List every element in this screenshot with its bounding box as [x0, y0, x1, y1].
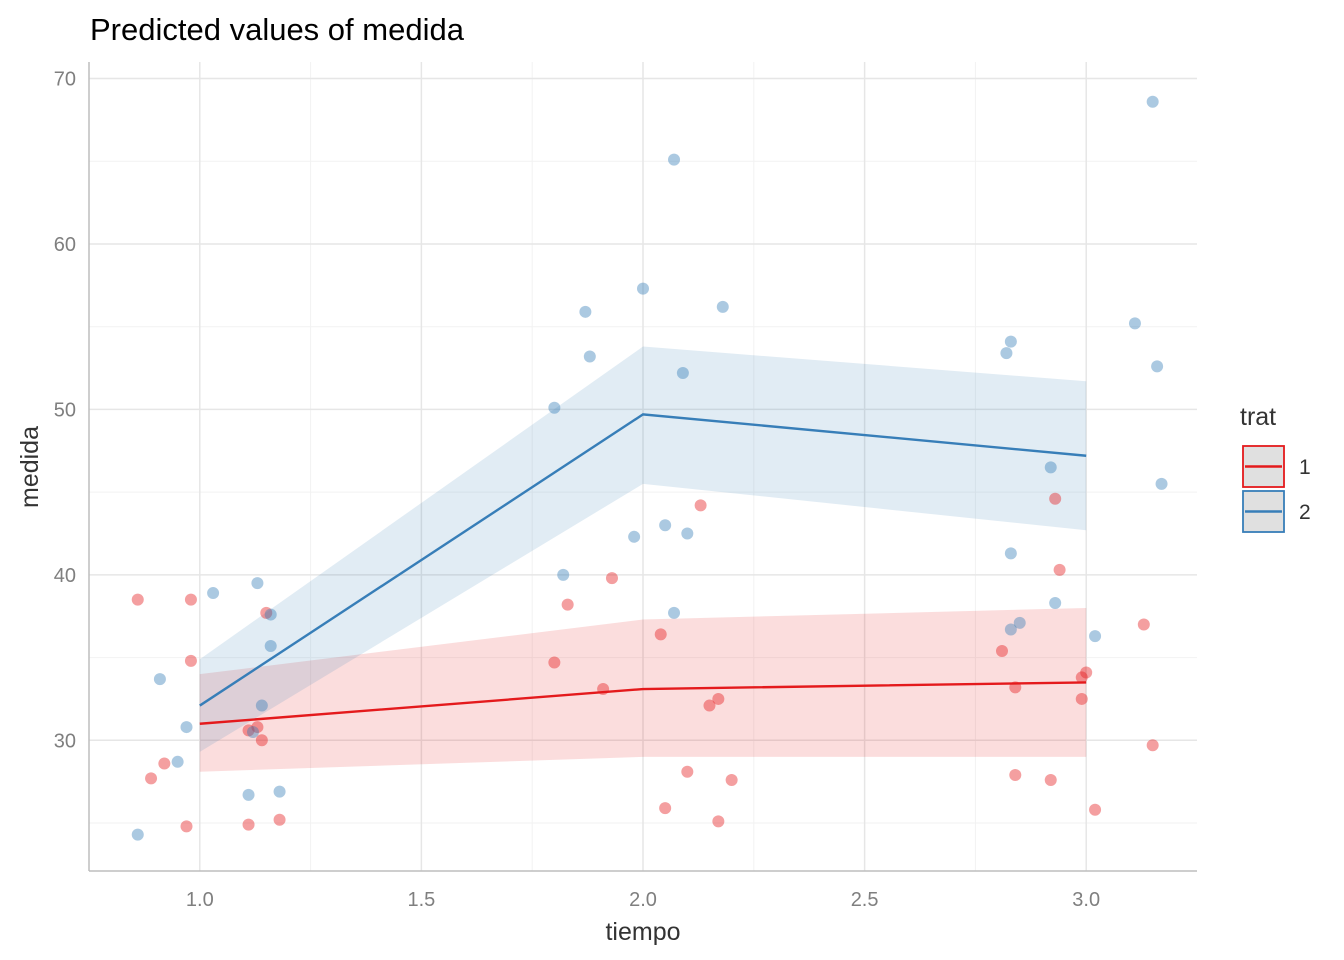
- point-series-2: [255, 699, 268, 712]
- point-series-1: [1075, 692, 1088, 705]
- point-series-2: [131, 828, 144, 841]
- y-tick-label: 50: [54, 399, 76, 421]
- point-series-1: [712, 815, 725, 828]
- point-series-1: [260, 606, 273, 619]
- point-series-2: [207, 587, 220, 600]
- point-series-2: [681, 527, 694, 540]
- point-series-1: [561, 598, 574, 611]
- point-series-1: [694, 499, 707, 512]
- point-series-1: [1044, 774, 1057, 787]
- point-series-1: [725, 774, 738, 787]
- point-series-2: [1000, 347, 1013, 360]
- point-series-1: [131, 593, 144, 606]
- legend-label-2: 2: [1299, 501, 1311, 524]
- ribbon-series-2: [199, 346, 1087, 752]
- point-series-2: [1004, 335, 1017, 348]
- x-tick-label: 3.0: [1072, 889, 1100, 911]
- point-series-1: [145, 772, 158, 785]
- point-series-2: [246, 726, 259, 739]
- point-series-2: [548, 401, 561, 414]
- grid-major: [89, 62, 1197, 871]
- axes: [88, 62, 1197, 872]
- x-axis-title: tiempo: [605, 918, 680, 946]
- point-series-1: [995, 644, 1008, 657]
- x-tick-label: 2.0: [629, 889, 657, 911]
- point-series-1: [1080, 666, 1093, 679]
- point-series-2: [1004, 623, 1017, 636]
- point-series-2: [1151, 360, 1164, 373]
- point-series-1: [654, 628, 667, 641]
- point-series-1: [1009, 769, 1022, 782]
- point-series-1: [605, 572, 618, 585]
- point-series-2: [1128, 317, 1141, 330]
- point-series-2: [1049, 596, 1062, 609]
- y-axis-title: medida: [16, 426, 44, 508]
- point-series-2: [637, 282, 649, 295]
- point-series-1: [1089, 803, 1102, 816]
- legend-title: trat: [1240, 403, 1276, 431]
- point-series-2: [242, 788, 255, 801]
- y-tick-label: 30: [54, 730, 76, 752]
- point-series-1: [255, 734, 268, 747]
- point-series-2: [1044, 461, 1057, 474]
- point-series-1: [703, 699, 716, 712]
- y-tick-label: 70: [54, 69, 76, 91]
- point-series-2: [273, 785, 286, 798]
- chart-title: Predicted values of medida: [90, 12, 465, 47]
- point-series-1: [681, 765, 694, 778]
- point-series-2: [1013, 616, 1026, 629]
- point-series-2: [1089, 630, 1102, 643]
- point-series-2: [180, 721, 193, 734]
- point-series-1: [1075, 671, 1088, 684]
- point-series-2: [716, 300, 729, 313]
- data-points: [131, 95, 1168, 841]
- point-series-2: [1146, 95, 1159, 108]
- point-series-2: [583, 350, 596, 363]
- point-series-1: [1137, 618, 1150, 631]
- point-series-2: [1004, 547, 1017, 560]
- fit-lines: [199, 413, 1087, 725]
- point-series-2: [676, 367, 689, 380]
- point-series-1: [242, 724, 255, 737]
- y-tick-label: 40: [54, 565, 76, 587]
- point-series-2: [153, 673, 166, 686]
- point-series-2: [251, 577, 264, 590]
- fit-line-series-1: [199, 681, 1087, 725]
- x-tick-label: 1.0: [186, 889, 214, 911]
- point-series-2: [264, 608, 277, 621]
- point-series-1: [158, 757, 171, 770]
- point-series-1: [180, 820, 193, 833]
- point-series-1: [273, 813, 286, 826]
- point-series-1: [242, 818, 255, 831]
- point-series-2: [668, 606, 681, 619]
- point-series-1: [1053, 563, 1066, 576]
- point-series-2: [668, 153, 681, 166]
- point-series-2: [171, 755, 184, 768]
- point-series-2: [579, 305, 592, 318]
- point-series-1: [1146, 739, 1159, 752]
- point-series-2: [659, 519, 672, 532]
- point-series-1: [251, 721, 264, 734]
- point-series-2: [557, 568, 570, 581]
- point-series-1: [1049, 492, 1062, 505]
- point-series-2: [264, 640, 277, 653]
- x-tick-label: 1.5: [407, 889, 435, 911]
- point-series-1: [712, 692, 725, 705]
- point-series-2: [1155, 477, 1168, 490]
- point-series-1: [548, 656, 561, 669]
- legend: trat 1 2: [1240, 403, 1311, 533]
- x-tick-labels: 1.0 1.5 2.0 2.5 3.0: [186, 889, 1100, 911]
- point-series-1: [184, 654, 197, 667]
- x-tick-label: 2.5: [851, 889, 879, 911]
- legend-label-1: 1: [1299, 456, 1311, 479]
- point-series-2: [628, 530, 641, 543]
- y-tick-label: 60: [54, 234, 76, 256]
- fit-line-series-2: [199, 413, 1087, 707]
- point-series-1: [184, 593, 197, 606]
- point-series-1: [659, 802, 672, 815]
- y-tick-labels: 30 40 50 60 70: [54, 69, 76, 753]
